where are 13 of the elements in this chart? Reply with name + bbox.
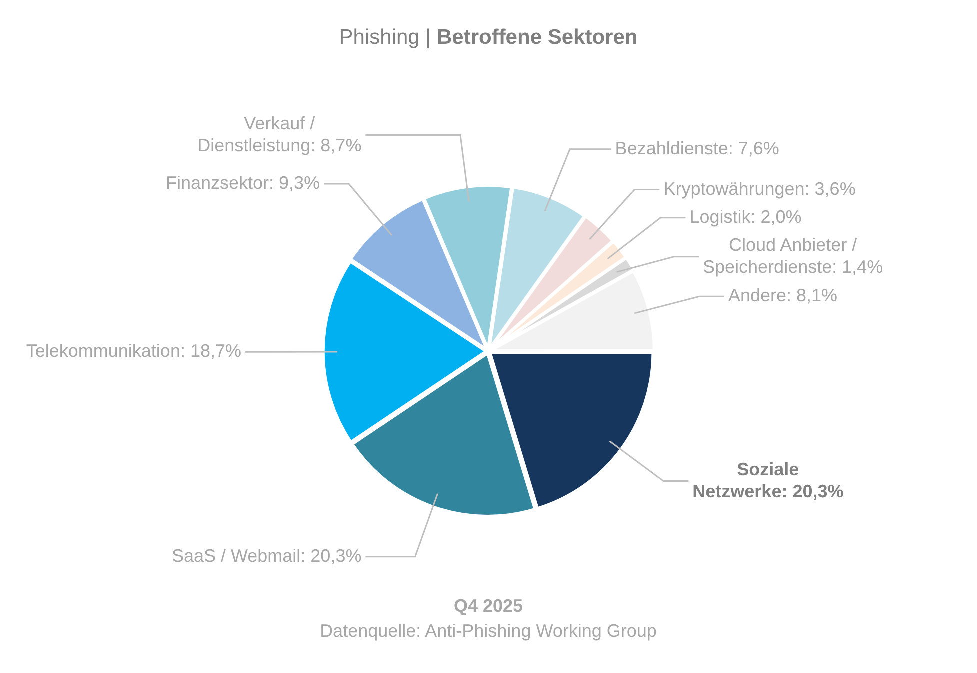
chart-title: Phishing | Betroffene Sektoren	[338, 26, 639, 50]
slice-label: Logistik: 2,0%	[690, 206, 802, 227]
slice-label: Telekommunikation: 18,7%	[26, 341, 242, 362]
slice-label: Verkauf / Dienstleistung: 8,7%	[198, 113, 362, 156]
slice-label: Bezahldienste: 7,6%	[615, 138, 780, 158]
slice-label: Andere: 8,1%	[728, 286, 838, 306]
slice-label: Kryptowährungen: 3,6%	[664, 178, 856, 199]
slice-label: Soziale Netzwerke: 20,3%	[692, 459, 844, 502]
slice-label: Finanzsektor: 9,3%	[166, 172, 320, 193]
text: Q4 2025	[452, 596, 524, 617]
text: Datenquelle: Anti-Phishing Working Group	[319, 621, 658, 642]
slice-label: Cloud Anbieter / Speicherdienste: 1,4%	[703, 234, 884, 277]
slice-label: SaaS / Webmail: 20,3%	[172, 546, 362, 566]
